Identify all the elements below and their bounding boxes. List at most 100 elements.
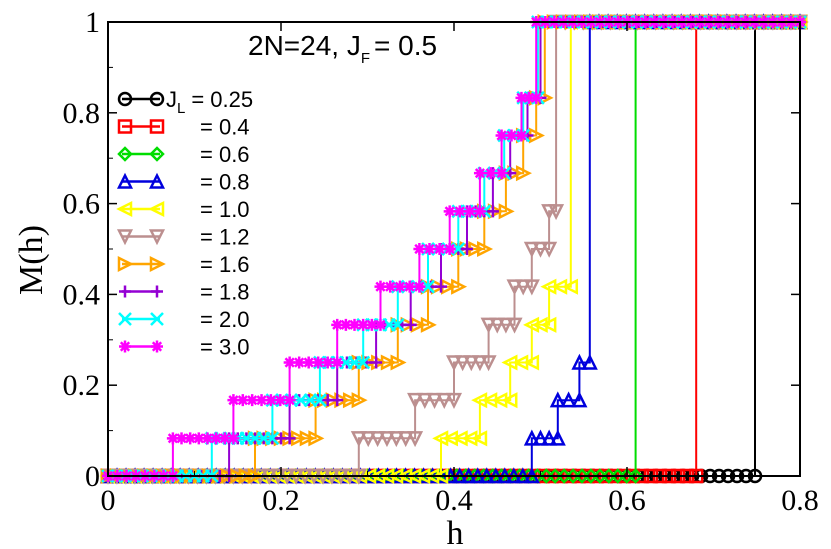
legend-label: JL = 0.25 bbox=[166, 87, 253, 117]
data-point bbox=[571, 353, 588, 370]
data-point bbox=[523, 241, 540, 258]
legend-prefix-sub: L bbox=[177, 100, 185, 117]
data-point bbox=[548, 204, 565, 221]
data-point bbox=[560, 391, 577, 408]
data-point bbox=[460, 243, 473, 255]
legend-label: = 3.0 bbox=[200, 335, 250, 360]
legend-marker bbox=[119, 340, 131, 353]
data-point bbox=[246, 394, 259, 407]
data-point bbox=[370, 356, 383, 369]
data-point bbox=[378, 431, 395, 448]
data-point bbox=[210, 432, 223, 445]
series-line bbox=[108, 21, 800, 477]
y-tick-label: 0.8 bbox=[63, 97, 101, 130]
legend-marker bbox=[116, 200, 133, 218]
data-point bbox=[484, 167, 497, 180]
data-point bbox=[388, 431, 405, 448]
data-point bbox=[348, 318, 361, 331]
data-point bbox=[495, 167, 508, 180]
data-point bbox=[423, 243, 436, 255]
data-point bbox=[274, 394, 287, 407]
axis-layer: 0 0.2 0.4 0.6 0.8 0 0.2 0.4 0.6 0.8 1 bbox=[63, 6, 819, 517]
data-point bbox=[192, 432, 205, 445]
data-point bbox=[515, 91, 528, 104]
legend-marker bbox=[148, 200, 165, 218]
legend-marker bbox=[119, 285, 131, 298]
data-point bbox=[541, 241, 558, 258]
y-tick-label: 0 bbox=[85, 460, 100, 493]
legend-label: = 2.0 bbox=[200, 307, 250, 332]
data-point bbox=[374, 318, 387, 331]
data-point bbox=[350, 431, 367, 448]
data-point bbox=[283, 432, 296, 445]
legend-label: = 0.6 bbox=[200, 142, 250, 167]
data-point bbox=[532, 429, 549, 446]
data-point bbox=[384, 280, 397, 293]
legend-entry-0: JL = 0.25 bbox=[117, 87, 253, 117]
legend-entry-5: = 1.2 bbox=[116, 225, 250, 250]
data-point bbox=[302, 356, 315, 369]
data-point bbox=[549, 391, 566, 408]
data-point bbox=[407, 392, 424, 409]
legend-label: = 1.6 bbox=[200, 252, 250, 277]
data-point bbox=[454, 355, 471, 372]
data-point bbox=[477, 240, 494, 258]
legend-marker bbox=[151, 340, 163, 353]
legend-marker bbox=[149, 119, 165, 134]
legend-label: = 0.4 bbox=[200, 115, 250, 140]
series-line bbox=[108, 21, 800, 477]
legend-marker bbox=[148, 229, 166, 246]
legend-entry-8: = 2.0 bbox=[118, 307, 250, 332]
x-tick-label: 0.2 bbox=[262, 484, 300, 517]
legend-label: = 0.8 bbox=[200, 170, 250, 195]
data-point bbox=[331, 356, 344, 369]
data-point bbox=[505, 129, 518, 142]
data-point bbox=[339, 318, 352, 331]
data-point bbox=[390, 317, 405, 332]
data-point bbox=[501, 392, 518, 409]
data-point bbox=[627, 468, 644, 484]
legend-marker bbox=[149, 91, 165, 107]
y-axis-title: M(h) bbox=[13, 225, 50, 295]
data-point bbox=[532, 241, 549, 258]
data-point bbox=[451, 278, 468, 295]
data-point bbox=[404, 318, 417, 331]
data-point bbox=[265, 431, 280, 446]
data-point bbox=[218, 432, 231, 445]
data-point bbox=[445, 355, 463, 372]
data-point bbox=[463, 205, 476, 218]
data-point bbox=[443, 243, 456, 255]
data-point bbox=[357, 318, 370, 331]
x-tick-label: 0.8 bbox=[781, 484, 819, 517]
legend-entry-2: = 0.6 bbox=[117, 142, 250, 167]
legend-marker bbox=[117, 91, 133, 107]
data-point bbox=[453, 205, 466, 218]
data-point bbox=[342, 392, 359, 409]
legend-marker bbox=[149, 146, 165, 162]
data-point bbox=[264, 394, 277, 407]
data-point bbox=[523, 316, 540, 333]
data-point bbox=[413, 280, 426, 293]
data-point bbox=[522, 91, 535, 104]
legend-entry-9: = 3.0 bbox=[119, 335, 250, 360]
legend-label: = 1.0 bbox=[200, 197, 250, 222]
legend-label: = 1.2 bbox=[200, 225, 250, 250]
data-point bbox=[369, 431, 386, 448]
legend-entry-4: = 1.0 bbox=[116, 197, 250, 222]
data-point bbox=[374, 280, 387, 293]
data-point bbox=[540, 316, 557, 333]
data-point bbox=[523, 279, 540, 296]
data-point bbox=[523, 429, 540, 446]
data-point bbox=[420, 316, 437, 333]
data-point bbox=[471, 355, 488, 372]
legend-marker bbox=[149, 255, 166, 273]
y-tick-label: 0.4 bbox=[63, 278, 101, 311]
data-point bbox=[473, 167, 486, 180]
y-tick-label: 0.2 bbox=[63, 369, 101, 402]
data-point bbox=[473, 205, 486, 218]
data-point bbox=[397, 431, 414, 448]
data-point bbox=[393, 280, 406, 293]
data-point bbox=[293, 356, 306, 369]
data-point bbox=[360, 431, 377, 448]
data-point bbox=[549, 429, 566, 446]
